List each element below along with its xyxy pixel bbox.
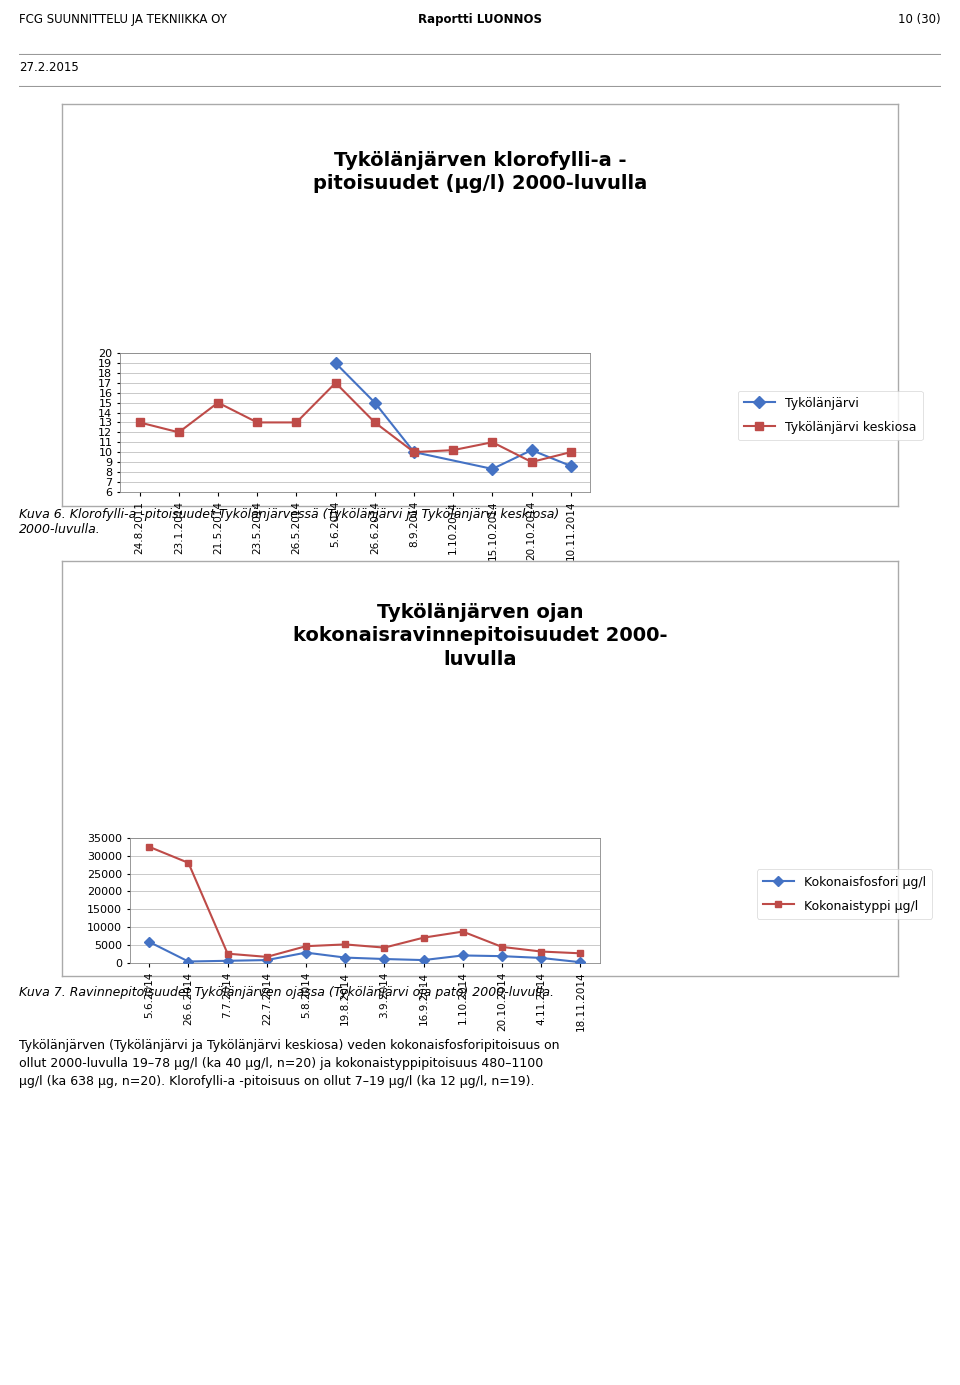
Kokonaisfosfori μg/l [457, 947, 468, 964]
Kokonaistyppi μg/l [182, 855, 194, 871]
Kokonaisfosfori μg/l [261, 951, 273, 968]
Text: Raportti LUONNOS: Raportti LUONNOS [418, 12, 542, 26]
Tykölänjärvi keskiosa [408, 443, 420, 460]
Kokonaistyppi μg/l [340, 936, 351, 953]
Tykölänjärvi keskiosa [173, 424, 184, 440]
Tykölänjärvi keskiosa [487, 434, 498, 450]
Legend: Kokonaisfosfori μg/l, Kokonaistyppi μg/l: Kokonaisfosfori μg/l, Kokonaistyppi μg/l [756, 870, 932, 918]
Kokonaisfosfori μg/l [143, 933, 155, 950]
Kokonaisfosfori μg/l [575, 954, 587, 971]
Line: Kokonaisfosfori μg/l: Kokonaisfosfori μg/l [146, 939, 584, 965]
Text: Kuva 6. Klorofylli-a -pitoisuudet Tykölänjärvessä (Tykölänjärvi ja Tykölänjärvi : Kuva 6. Klorofylli-a -pitoisuudet Tykölä… [19, 508, 560, 536]
Kokonaisfosfori μg/l [496, 947, 508, 964]
Line: Kokonaistyppi μg/l: Kokonaistyppi μg/l [146, 843, 584, 960]
Text: Tykölänjärven (Tykölänjärvi ja Tykölänjärvi keskiosa) veden kokonaisfosforipitoi: Tykölänjärven (Tykölänjärvi ja Tykölänjä… [19, 1039, 560, 1087]
Tykölänjärvi keskiosa [252, 414, 263, 431]
Tykölänjärvi keskiosa [447, 442, 459, 458]
Kokonaistyppi μg/l [536, 943, 547, 960]
Line: Tykölänjärvi keskiosa: Tykölänjärvi keskiosa [135, 378, 575, 467]
Kokonaistyppi μg/l [143, 838, 155, 855]
Tykölänjärvi keskiosa [369, 414, 380, 431]
Kokonaistyppi μg/l [261, 949, 273, 965]
Tykölänjärvi keskiosa [133, 414, 145, 431]
Tykölänjärvi [565, 457, 577, 474]
Text: FCG SUUNNITTELU JA TEKNIIKKA OY: FCG SUUNNITTELU JA TEKNIIKKA OY [19, 12, 228, 26]
Kokonaisfosfori μg/l [418, 951, 429, 968]
Tykölänjärvi keskiosa [526, 454, 538, 471]
Tykölänjärvi keskiosa [565, 443, 577, 460]
Kokonaistyppi μg/l [300, 938, 312, 954]
Text: 10 (30): 10 (30) [899, 12, 941, 26]
Tykölänjärvi [330, 355, 342, 371]
Text: 27.2.2015: 27.2.2015 [19, 61, 79, 75]
Kokonaistyppi μg/l [496, 939, 508, 956]
Kokonaistyppi μg/l [378, 939, 390, 956]
Kokonaistyppi μg/l [457, 924, 468, 940]
Kokonaistyppi μg/l [222, 946, 233, 963]
Kokonaisfosfori μg/l [222, 953, 233, 969]
Tykölänjärvi [487, 461, 498, 478]
Kokonaisfosfori μg/l [536, 950, 547, 967]
Tykölänjärvi [526, 442, 538, 458]
Tykölänjärvi keskiosa [330, 374, 342, 391]
Kokonaisfosfori μg/l [300, 945, 312, 961]
Kokonaisfosfori μg/l [378, 950, 390, 967]
Text: Kuva 7. Ravinnepitoisuudet Tykölänjärven ojassa (Tykölänjärvi oja pato) 2000-luv: Kuva 7. Ravinnepitoisuudet Tykölänjärven… [19, 986, 554, 999]
Kokonaistyppi μg/l [575, 945, 587, 961]
Text: Tykölänjärven klorofylli-a -
pitoisuudet (μg/l) 2000-luvulla: Tykölänjärven klorofylli-a - pitoisuudet… [313, 151, 647, 194]
Tykölänjärvi [369, 395, 380, 411]
Kokonaisfosfori μg/l [340, 949, 351, 965]
Text: Tykölänjärven ojan
kokonaisravinnepitoisuudet 2000-
luvulla: Tykölänjärven ojan kokonaisravinnepitois… [293, 602, 667, 669]
Tykölänjärvi [408, 443, 420, 460]
Kokonaisfosfori μg/l [182, 953, 194, 969]
Line: Tykölänjärvi: Tykölänjärvi [331, 359, 575, 474]
Kokonaistyppi μg/l [418, 929, 429, 946]
Legend: Tykölänjärvi, Tykölänjärvi keskiosa: Tykölänjärvi, Tykölänjärvi keskiosa [737, 391, 923, 440]
Tykölänjärvi keskiosa [291, 414, 302, 431]
Tykölänjärvi keskiosa [212, 395, 224, 411]
